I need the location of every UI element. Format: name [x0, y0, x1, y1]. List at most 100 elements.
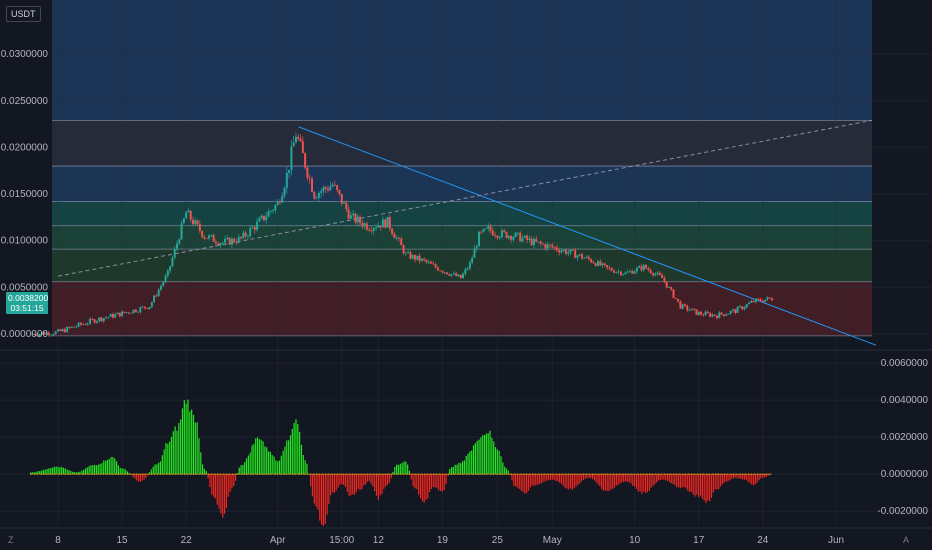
candle-body [665, 281, 668, 288]
candle-body [436, 267, 439, 271]
candle-body [63, 329, 66, 333]
histogram-bar [159, 461, 162, 475]
histogram-bar [251, 445, 253, 475]
histogram-bar [749, 474, 751, 484]
candle-body [317, 192, 320, 198]
candle-body [400, 238, 403, 246]
histogram-bar [216, 474, 218, 505]
histogram-bar [714, 474, 716, 490]
candle-body [214, 241, 217, 244]
candle-body [148, 307, 151, 309]
histogram-bar [637, 474, 639, 492]
candle-body [507, 235, 510, 239]
candle-body [489, 226, 492, 231]
candle-body [258, 218, 261, 222]
histogram-bar [491, 437, 493, 475]
histogram-bar [170, 436, 173, 475]
histogram-bar [643, 474, 645, 492]
candle-body [647, 268, 650, 271]
histogram-bar [546, 474, 548, 481]
histogram-bar [145, 474, 147, 478]
trend-lines[interactable] [57, 119, 877, 346]
histogram-bar [110, 457, 112, 475]
candle-body [182, 218, 185, 224]
histogram-bar [654, 474, 656, 485]
histogram-bar [262, 441, 264, 475]
candle-body [759, 299, 762, 302]
candle-body [180, 223, 183, 240]
histogram-bar [278, 460, 281, 475]
histogram-bar [289, 435, 292, 475]
candle-body [240, 236, 243, 239]
histogram-bar [64, 468, 66, 475]
candle-body [754, 298, 757, 303]
histogram-bar [225, 474, 228, 509]
candle-body [139, 307, 142, 312]
histogram-bar [178, 423, 180, 475]
histogram-bar [381, 474, 383, 494]
histogram-bar [551, 474, 553, 480]
candle-body [409, 252, 412, 259]
oscillator-axis-tick-label: 0.0020000 [881, 432, 929, 443]
histogram-bar [586, 474, 588, 479]
histogram-bar [101, 463, 103, 475]
histogram-bar [214, 474, 217, 499]
histogram-bar [275, 460, 277, 475]
candle-body [93, 319, 96, 323]
histogram-bar [158, 462, 160, 475]
candle-body [537, 241, 540, 243]
candle-body [107, 316, 110, 318]
histogram-bar [95, 465, 98, 475]
candle-body [116, 312, 119, 315]
candle-body [283, 188, 286, 196]
timezone-mark[interactable]: Z [8, 535, 14, 545]
histogram-bar [542, 474, 544, 482]
candle-body [674, 297, 677, 299]
histogram-bar [668, 474, 671, 482]
candle-body [594, 263, 597, 266]
histogram-bar [764, 474, 766, 478]
candle-body [185, 212, 188, 219]
histogram-bar [315, 474, 317, 507]
histogram-bar [372, 474, 374, 487]
scale-mark[interactable]: A [903, 535, 910, 545]
candle-body [134, 309, 137, 312]
candle-body [578, 254, 581, 256]
candle-body [638, 266, 641, 268]
histogram-bar [291, 429, 293, 475]
currency-badge[interactable]: USDT [6, 6, 41, 22]
candle-body [324, 187, 327, 189]
histogram-bar [604, 474, 606, 491]
candle-body [748, 302, 751, 305]
histogram-bar [478, 439, 480, 475]
histogram-bar [348, 474, 350, 497]
histogram-bar [436, 474, 438, 489]
candle-body [301, 141, 304, 154]
candle-body [36, 335, 39, 336]
candle-body [743, 307, 746, 310]
candle-body [619, 271, 622, 275]
candle-body [633, 271, 636, 274]
histogram-bar [665, 474, 667, 481]
candle-body [706, 311, 709, 314]
histogram-bar [553, 474, 555, 480]
candle-body [336, 185, 339, 190]
histogram-bar [203, 468, 206, 475]
histogram-bar [59, 467, 61, 475]
dashed-fib-baseline[interactable] [57, 119, 873, 277]
oscillator-axis-right[interactable]: 0.0060000 0.0040000 0.0020000 0.0000000 -0.0… [877, 358, 928, 517]
histogram-bar [732, 474, 735, 479]
price-axis-left[interactable]: 0.0300000 0.0250000 0.0200000 0.0150000 0.01… [0, 49, 48, 340]
candle-body [278, 201, 281, 203]
descending-trendline[interactable] [298, 126, 877, 346]
histogram-bar [659, 474, 661, 481]
time-axis[interactable]: 8 15 22 Apr 15:00 12 19 25 May 10 17 24 Jun [55, 535, 844, 546]
histogram-bar [612, 474, 614, 490]
histogram-bar [258, 439, 260, 475]
histogram-series [29, 399, 772, 527]
candle-body [162, 281, 165, 286]
histogram-bar [29, 472, 32, 475]
histogram-bar [249, 452, 251, 475]
histogram-bar [255, 438, 257, 475]
